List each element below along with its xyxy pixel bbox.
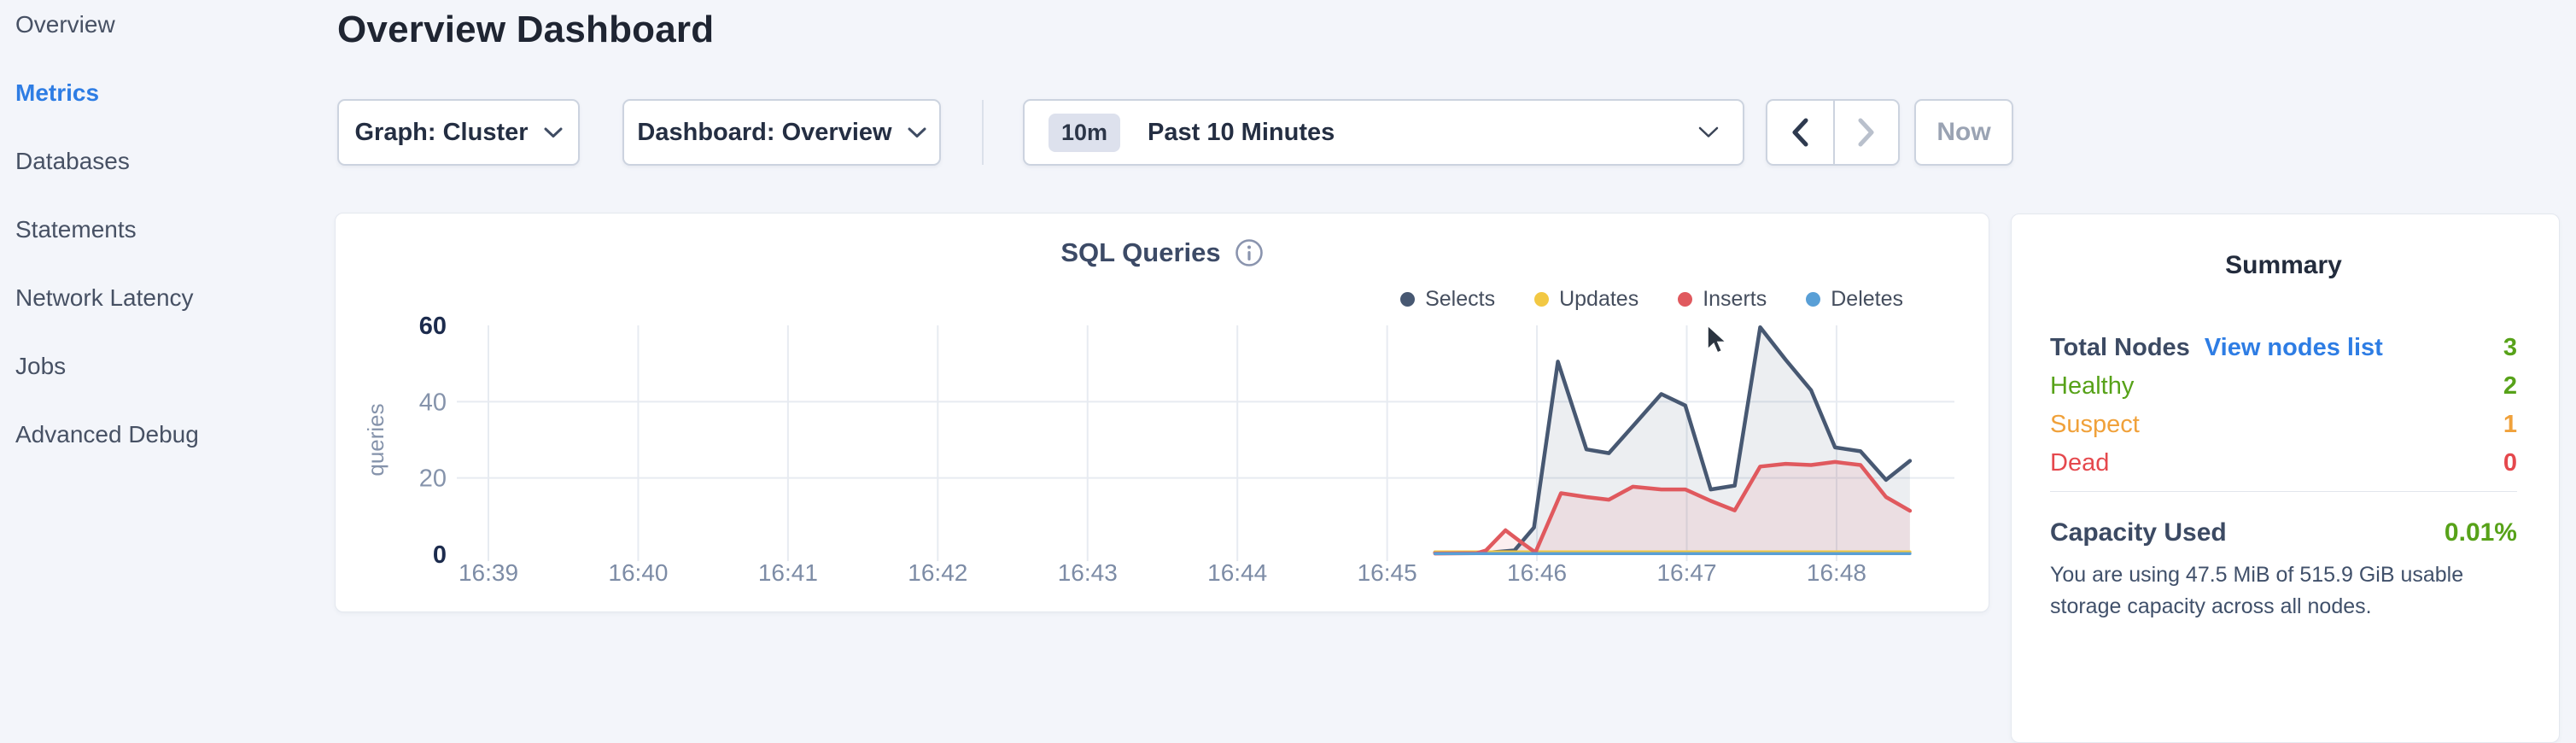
mouse-cursor — [1707, 325, 1728, 354]
sidebar-item-databases[interactable]: Databases — [15, 148, 130, 174]
summary-title: Summary — [2225, 251, 2342, 279]
chevron-down-icon — [544, 127, 563, 137]
summary-row-value: 2 — [2503, 372, 2517, 400]
legend-label: Updates — [1559, 287, 1639, 311]
svg-text:16:39: 16:39 — [459, 559, 518, 586]
summary-row-value: 0 — [2503, 449, 2517, 477]
graph-dropdown-label: Graph: Cluster — [354, 118, 529, 146]
sidebar-nav: Overview Metrics Databases Statements Networ… — [0, 0, 333, 469]
time-range-selector[interactable]: 10m Past 10 Minutes — [1023, 99, 1744, 166]
svg-text:40: 40 — [419, 389, 447, 416]
svg-text:16:47: 16:47 — [1656, 559, 1716, 586]
summary-row-label: Healthy — [2050, 372, 2135, 400]
time-range-label: Past 10 Minutes — [1148, 118, 1335, 146]
capacity-label: Capacity Used — [2050, 518, 2227, 547]
sidebar-item-network-latency[interactable]: Network Latency — [15, 284, 194, 311]
chevron-down-icon — [908, 127, 926, 137]
legend-item-updates[interactable]: Updates — [1534, 287, 1638, 312]
capacity-description: You are using 47.5 MiB of 515.9 GiB usab… — [2050, 563, 2464, 618]
legend-item-inserts[interactable]: Inserts — [1678, 287, 1767, 312]
now-button-label: Now — [1936, 118, 1991, 146]
svg-text:16:42: 16:42 — [908, 559, 967, 586]
summary-row-value: 1 — [2503, 411, 2517, 438]
summary-row-dead: Dead 0 — [2050, 449, 2517, 477]
summary-row-suspect: Suspect 1 — [2050, 411, 2517, 438]
legend-dot — [1678, 292, 1693, 307]
chart-legend: Selects Updates Inserts Deletes — [1400, 287, 1903, 312]
chart-title: SQL Queries — [1060, 237, 1221, 267]
chevron-right-icon — [1858, 118, 1874, 147]
svg-text:16:48: 16:48 — [1807, 559, 1866, 586]
legend-dot — [1534, 292, 1550, 307]
page-title: Overview Dashboard — [337, 9, 715, 50]
capacity-row: Capacity Used 0.01% — [2050, 518, 2517, 547]
legend-label: Inserts — [1703, 287, 1767, 311]
legend-dot — [1806, 292, 1821, 307]
prev-time-button[interactable] — [1767, 101, 1833, 164]
svg-text:0: 0 — [433, 541, 447, 569]
time-preset-badge: 10m — [1049, 113, 1121, 152]
capacity-value: 0.01% — [2444, 518, 2517, 547]
svg-text:16:45: 16:45 — [1358, 559, 1417, 586]
sidebar-item-jobs[interactable]: Jobs — [15, 353, 67, 379]
svg-text:16:44: 16:44 — [1207, 559, 1267, 586]
time-step-buttons — [1766, 99, 1900, 166]
summary-divider — [2050, 491, 2517, 492]
sql-queries-card: SQL Queries Selects Updates Inserts Deletes… — [335, 213, 1989, 612]
sidebar-item-overview[interactable]: Overview — [15, 11, 115, 38]
next-time-button[interactable] — [1832, 101, 1899, 164]
legend-item-selects[interactable]: Selects — [1400, 287, 1495, 312]
toolbar-divider — [982, 100, 984, 165]
legend-label: Deletes — [1831, 287, 1903, 311]
chevron-left-icon — [1792, 118, 1808, 147]
legend-item-deletes[interactable]: Deletes — [1806, 287, 1903, 312]
svg-text:16:40: 16:40 — [608, 559, 668, 586]
legend-label: Selects — [1425, 287, 1496, 311]
summary-row-label: Total Nodes — [2050, 334, 2190, 361]
svg-text:60: 60 — [419, 313, 447, 340]
sidebar: Overview Metrics Databases Statements Networ… — [0, 0, 333, 623]
sql-queries-chart[interactable]: 16:39 16:40 16:41 16:42 16:43 16:44 16:45 16:46… — [336, 214, 1990, 613]
summary-row-total-nodes: Total Nodes View nodes list 3 — [2050, 334, 2517, 361]
summary-row-label: Suspect — [2050, 411, 2140, 438]
sidebar-item-statements[interactable]: Statements — [15, 216, 137, 243]
sidebar-item-advanced-debug[interactable]: Advanced Debug — [15, 421, 199, 448]
legend-dot — [1400, 292, 1416, 307]
summary-row-healthy: Healthy 2 — [2050, 372, 2517, 400]
summary-row-label: Dead — [2050, 449, 2110, 477]
dashboard-dropdown-label: Dashboard: Overview — [637, 118, 892, 146]
view-nodes-list-link[interactable]: View nodes list — [2204, 334, 2383, 361]
svg-text:16:46: 16:46 — [1507, 559, 1567, 586]
svg-text:20: 20 — [419, 465, 447, 493]
main-content: Overview Dashboard Graph: Cluster Dashbo… — [333, 0, 2576, 743]
now-button[interactable]: Now — [1914, 99, 2013, 166]
chevron-down-icon — [1698, 126, 1719, 137]
dashboard-dropdown[interactable]: Dashboard: Overview — [622, 99, 941, 166]
svg-text:16:41: 16:41 — [758, 559, 818, 586]
svg-text:queries: queries — [363, 403, 388, 476]
svg-text:16:43: 16:43 — [1058, 559, 1118, 586]
summary-rows: Total Nodes View nodes list 3 Healthy 2 Suspe… — [2050, 334, 2517, 477]
info-icon[interactable] — [1235, 238, 1264, 267]
summary-row-value: 3 — [2503, 334, 2517, 361]
chart-header: SQL Queries — [336, 237, 1989, 268]
summary-panel: Summary Total Nodes View nodes list 3 Healt… — [2011, 214, 2560, 743]
graph-dropdown[interactable]: Graph: Cluster — [337, 99, 580, 166]
sidebar-item-metrics[interactable]: Metrics — [15, 79, 100, 106]
